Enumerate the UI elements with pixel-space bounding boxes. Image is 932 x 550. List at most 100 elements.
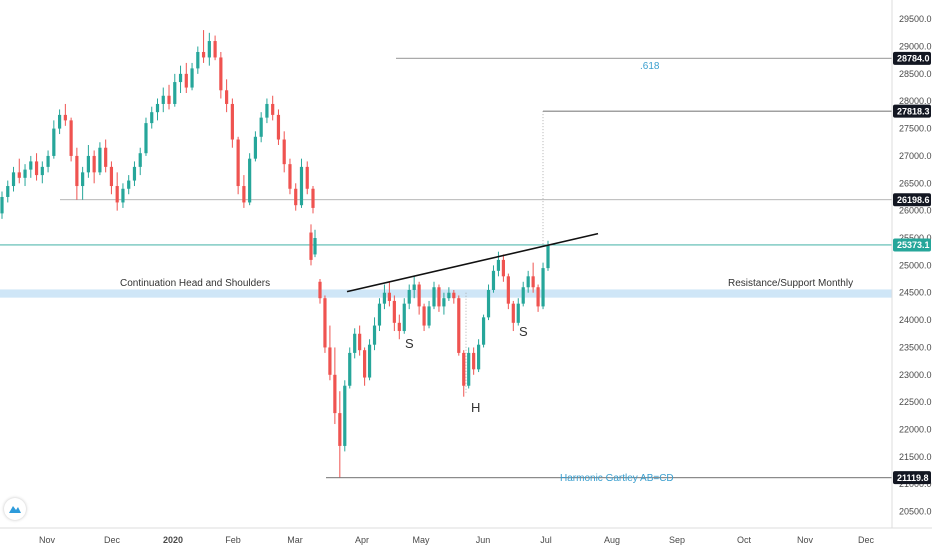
price-level-badge[interactable]: 21119.8: [893, 471, 931, 485]
candle[interactable]: [377, 298, 382, 332]
candle[interactable]: [353, 328, 357, 359]
candle[interactable]: [6, 180, 10, 203]
candle[interactable]: [477, 339, 481, 373]
candle[interactable]: [0, 191, 4, 219]
candle[interactable]: [541, 262, 545, 310]
candle[interactable]: [242, 175, 246, 208]
candle[interactable]: [81, 166, 85, 200]
tradingview-logo[interactable]: [4, 498, 26, 520]
candle[interactable]: [138, 147, 142, 176]
candle[interactable]: [271, 95, 275, 121]
candle[interactable]: [104, 139, 108, 173]
candle[interactable]: [236, 136, 240, 195]
head-label[interactable]: H: [471, 400, 480, 415]
candle[interactable]: [432, 281, 436, 310]
candle[interactable]: [486, 284, 491, 321]
candle[interactable]: [318, 279, 322, 304]
candle[interactable]: [155, 98, 160, 121]
candle[interactable]: [333, 347, 337, 425]
candle[interactable]: [92, 150, 96, 184]
candle[interactable]: [52, 120, 56, 159]
candle[interactable]: [282, 131, 286, 173]
candle[interactable]: [294, 183, 298, 211]
right-shoulder-label[interactable]: S: [519, 324, 528, 339]
candle[interactable]: [407, 284, 411, 310]
price-level-badge[interactable]: 26198.6: [893, 193, 931, 207]
candle[interactable]: [526, 270, 530, 293]
candle[interactable]: [536, 284, 540, 312]
candle[interactable]: [17, 158, 21, 184]
candle[interactable]: [265, 98, 269, 124]
candle[interactable]: [531, 262, 535, 293]
price-level-badge[interactable]: 28784.0: [893, 51, 931, 65]
price-level-badge[interactable]: 27818.3: [893, 104, 931, 118]
candle[interactable]: [358, 325, 362, 356]
candle[interactable]: [23, 164, 27, 187]
candle[interactable]: [288, 158, 292, 195]
candle[interactable]: [132, 161, 137, 187]
candle[interactable]: [150, 106, 154, 129]
price-axis[interactable]: 20500.0 21000.0 21500.0 22000.0 22500.0 23000…: [891, 0, 932, 528]
time-axis[interactable]: Nov Dec 2020 Feb Mar Apr May Jun Jul Aug Sep Oct Nov…: [0, 527, 932, 545]
candle[interactable]: [462, 350, 466, 397]
candle[interactable]: [34, 153, 39, 181]
candle[interactable]: [127, 175, 131, 195]
candle[interactable]: [392, 295, 396, 332]
candle[interactable]: [75, 147, 79, 200]
zone-label[interactable]: Resistance/Support Monthly: [728, 278, 853, 289]
candle[interactable]: [121, 183, 125, 208]
candle[interactable]: [397, 314, 401, 340]
left-shoulder-label[interactable]: S: [405, 336, 414, 351]
candle[interactable]: [417, 281, 421, 315]
neckline-trendline[interactable]: [346, 232, 599, 293]
candle[interactable]: [115, 172, 119, 211]
current-price-badge[interactable]: 25373.1: [893, 238, 931, 252]
candle[interactable]: [167, 84, 171, 110]
candle[interactable]: [382, 284, 387, 310]
candle[interactable]: [363, 347, 367, 386]
candle[interactable]: [299, 158, 304, 208]
candle[interactable]: [178, 65, 183, 94]
candle[interactable]: [161, 87, 165, 113]
candle[interactable]: [144, 117, 148, 156]
candle[interactable]: [225, 79, 229, 113]
candle[interactable]: [98, 142, 102, 176]
candle[interactable]: [437, 284, 441, 312]
candle[interactable]: [213, 35, 217, 61]
candle[interactable]: [184, 62, 188, 94]
candle[interactable]: [516, 298, 520, 326]
candle[interactable]: [447, 287, 451, 301]
candle[interactable]: [230, 98, 234, 148]
candle[interactable]: [57, 109, 62, 135]
candle[interactable]: [348, 347, 352, 389]
candle[interactable]: [276, 109, 281, 145]
candle[interactable]: [196, 46, 200, 74]
candle[interactable]: [248, 153, 252, 206]
candle[interactable]: [29, 155, 33, 178]
candle[interactable]: [11, 166, 16, 192]
candle[interactable]: [259, 112, 263, 143]
candle[interactable]: [86, 144, 90, 178]
candle[interactable]: [173, 73, 177, 107]
candle[interactable]: [521, 281, 525, 307]
candle[interactable]: [309, 224, 313, 266]
candle[interactable]: [40, 161, 44, 184]
candle[interactable]: [402, 298, 406, 334]
candle[interactable]: [63, 103, 67, 126]
pattern-label[interactable]: Continuation Head and Shoulders: [120, 278, 270, 289]
candle[interactable]: [343, 380, 347, 452]
candle[interactable]: [201, 30, 206, 63]
candle[interactable]: [253, 131, 258, 162]
candle[interactable]: [412, 276, 416, 299]
candle[interactable]: [69, 117, 73, 162]
candle[interactable]: [496, 251, 501, 277]
candle[interactable]: [219, 51, 223, 99]
candle[interactable]: [305, 161, 309, 195]
candle[interactable]: [207, 32, 211, 66]
candle[interactable]: [472, 347, 476, 375]
candle[interactable]: [422, 303, 426, 332]
candle[interactable]: [491, 265, 496, 293]
candle[interactable]: [367, 339, 372, 381]
candle[interactable]: [501, 254, 505, 282]
